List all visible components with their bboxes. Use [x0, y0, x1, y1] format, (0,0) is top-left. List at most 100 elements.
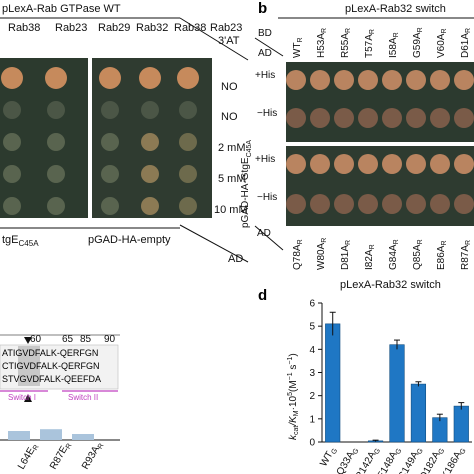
panel-c-marker-bottom: [24, 394, 32, 402]
panel-d: d pLexA-Rab32 switch kcat/KM·105(M−1 s−1…: [258, 279, 472, 474]
panel-a-diagonal-top: [179, 17, 249, 61]
panel-b-top-col-label: WTR: [292, 37, 304, 58]
panel-a-colony: [177, 67, 199, 89]
panel-a-row-2: NO: [221, 111, 238, 123]
panel-a-col-5: Rab38: [174, 22, 206, 34]
panel-b: b pLexA-Rab32 switch BD AD WTR H53AR R55AR…: [240, 0, 474, 270]
panel-d-chart: 0123456WTGQ33AGR142AGE148AGC149AGD182AGK…: [309, 299, 472, 474]
panel-b-bottom-col-label: E86AR: [436, 240, 448, 270]
panel-b-bottom-col-label: Q78AR: [292, 239, 304, 270]
panel-b-colony: [310, 154, 330, 174]
panel-b-colony: [334, 108, 354, 128]
panel-a-colony: [141, 101, 159, 119]
panel-b-colony: [286, 70, 306, 90]
panel-d-letter: d: [258, 287, 267, 304]
panel-a-colony: [47, 133, 65, 151]
panel-b-row-3: +His: [255, 154, 275, 165]
panel-b-top-col-label: T57AR: [364, 29, 376, 58]
panel-b-diagonal-top: [254, 37, 284, 57]
panel-d-y-axis-label: kcat/KM·105(M−1 s−1): [287, 353, 300, 440]
panel-a-col-6: Rab23: [210, 22, 242, 34]
panel-b-colony: [406, 70, 426, 90]
panel-b-colony: [286, 154, 306, 174]
panel-b-colony: [406, 154, 426, 174]
panel-b-colony: [310, 70, 330, 90]
panel-b-row-2: −His: [257, 108, 277, 119]
panel-a-colony: [47, 165, 65, 183]
panel-a-colonies: [1, 67, 199, 215]
panel-a-row-4: 5 mM: [218, 173, 246, 185]
panel-a-colony: [101, 133, 119, 151]
panel-b-top-col-label: G59AR: [412, 27, 424, 58]
panel-a-colony: [45, 67, 67, 89]
panel-c-highlight: [18, 346, 40, 386]
panel-b-diagonal-bottom: [254, 225, 284, 251]
panel-d-bar: [453, 405, 469, 443]
panel-c-tick-85: 85: [80, 334, 92, 345]
panel-d-bar: [432, 417, 448, 443]
panel-a-colony: [1, 67, 23, 89]
panel-a-colony: [139, 67, 161, 89]
panel-b-side-label: pGAD-HA-GtgEC45A: [240, 140, 253, 228]
panel-d-y-tick-label: 4: [309, 345, 315, 356]
panel-b-colony: [358, 194, 378, 214]
panel-a-colony: [179, 133, 197, 151]
panel-a-col-4: Rab32: [136, 22, 168, 34]
panel-b-colonies: [286, 70, 474, 214]
panel-a-empty-label: pGAD-HA-empty: [88, 234, 171, 246]
panel-a-colony: [99, 67, 121, 89]
panel-d-y-tick-label: 3: [309, 368, 315, 379]
panel-a-3at-label: 3'AT: [218, 35, 240, 47]
panel-b-colony: [286, 108, 306, 128]
panel-c-switch1-label: Switch I: [8, 393, 36, 402]
panel-b-top-col-label: V60AR: [436, 28, 448, 58]
panel-a-colony: [101, 197, 119, 215]
panel-c-switch2-label: Switch II: [68, 393, 98, 402]
panel-a-colony: [101, 165, 119, 183]
panel-b-colony: [382, 108, 402, 128]
panel-c-bar-label: R93AR: [80, 440, 105, 472]
panel-b-top-col-label: R55AR: [340, 28, 352, 58]
panel-a-bait-label: tgEC45A: [2, 234, 39, 248]
panel-d-y-tick-label: 6: [309, 299, 315, 310]
panel-d-bar: [410, 383, 427, 443]
panel-b-top-col-label: H53AR: [316, 28, 328, 58]
panel-d-bar: [389, 344, 405, 443]
panel-b-colony: [430, 194, 450, 214]
panel-c-bar-label: L64ER: [16, 441, 41, 472]
panel-b-row-1: +His: [255, 70, 275, 81]
panel-c-seq-2: CTIGVDFALK-QERFGN: [2, 361, 100, 371]
panel-c-bar-label: R87ER: [48, 440, 73, 472]
panel-a-row-5: 10 mM: [214, 204, 248, 216]
panel-b-ad-top: AD: [258, 48, 272, 59]
panel-b-title: pLexA-Rab32 switch: [345, 3, 446, 15]
panel-a: pLexA-Rab GTPase WT Rab38 Rab23 Rab29 Ra…: [0, 3, 249, 265]
panel-d-y-tick-label: 0: [309, 438, 315, 449]
panel-c-seq-3: STVGVDFALK-QEEFDA: [2, 374, 101, 384]
panel-a-colony: [179, 101, 197, 119]
panel-d-y-tick-label: 1: [309, 414, 315, 425]
panel-c-tick-65: 65: [62, 334, 74, 345]
panel-a-diagonal-bottom: [179, 224, 249, 263]
panel-a-colony: [141, 197, 159, 215]
panel-a-colony: [3, 133, 21, 151]
panel-b-colony: [358, 70, 378, 90]
panel-b-bd: BD: [258, 28, 272, 39]
panel-b-colony: [286, 194, 306, 214]
panel-d-y-tick-label: 2: [309, 391, 315, 402]
panel-b-colony: [334, 70, 354, 90]
panel-b-colony: [382, 154, 402, 174]
panel-c-marker-top: [24, 337, 32, 344]
panel-b-colony: [382, 194, 402, 214]
panel-a-colony: [141, 133, 159, 151]
panel-b-colony: [454, 108, 474, 128]
panel-b-colony: [358, 154, 378, 174]
panel-b-colony: [406, 194, 426, 214]
panel-d-title: pLexA-Rab32 switch: [340, 279, 441, 291]
panel-c-tick-90: 90: [104, 334, 116, 345]
panel-a-colony: [47, 197, 65, 215]
panel-c-bar: [40, 429, 62, 440]
panel-a-colony: [141, 165, 159, 183]
panel-b-top-columns: WTR H53AR R55AR T57AR I58AR G59AR V60AR D61AR: [292, 27, 472, 58]
